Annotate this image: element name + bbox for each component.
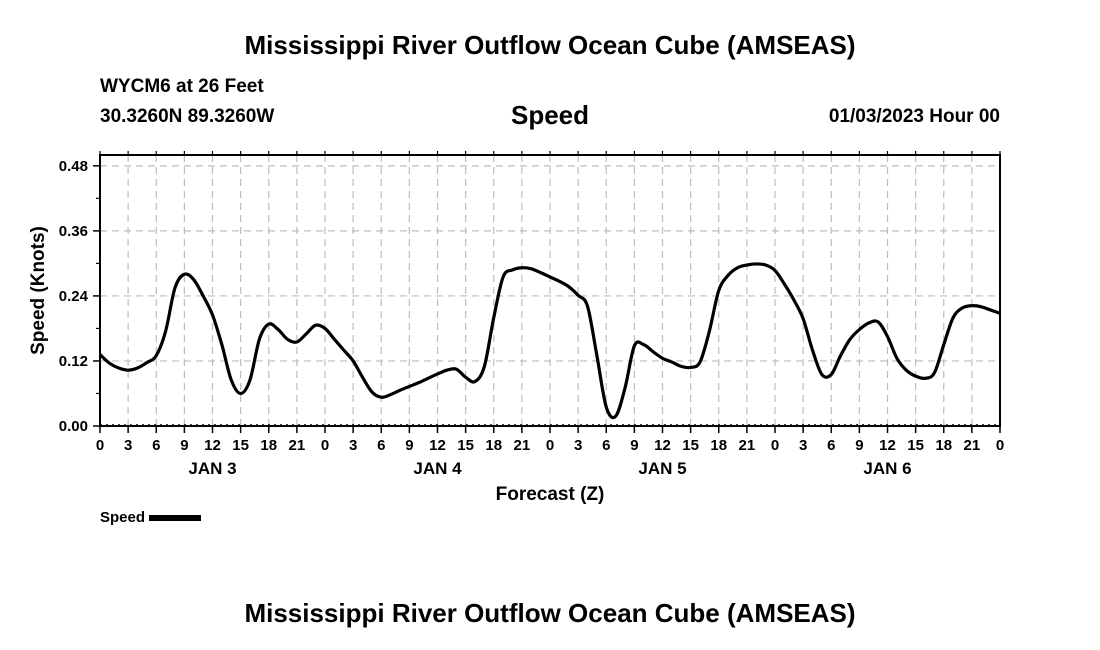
variable-title: Speed xyxy=(510,100,590,130)
x-tick-label: 15 xyxy=(682,437,699,454)
legend: Speed xyxy=(100,509,202,526)
x-tick-label: 6 xyxy=(827,437,835,454)
footer-title: Mississippi River Outflow Ocean Cube (AM… xyxy=(244,598,856,628)
speed-series-line xyxy=(98,262,1001,420)
x-tick-label: 9 xyxy=(180,437,188,454)
axis-ticks xyxy=(93,151,1001,433)
x-tick-label: 15 xyxy=(232,437,249,454)
tick-labels: 0 3 6 9 12 15 18 21 0 3 6 9 12 15 18 21 0 3 6 9 12 15 18 21 0 3 6 9… xyxy=(59,158,1004,478)
page-title: Mississippi River Outflow Ocean Cube (AM… xyxy=(244,30,856,60)
x-tick-label: 18 xyxy=(935,437,952,454)
x-tick-label: 21 xyxy=(514,437,531,454)
plot-frame xyxy=(99,154,1001,427)
x-tick-label: 6 xyxy=(377,437,385,454)
x-tick-label: 0 xyxy=(996,437,1004,454)
x-tick-label: 0 xyxy=(771,437,779,454)
x-tick-label: 0 xyxy=(321,437,329,454)
x-tick-label: 21 xyxy=(289,437,306,454)
x-tick-label: 9 xyxy=(405,437,413,454)
x-tick-label: 0 xyxy=(96,437,104,454)
x-tick-label: 18 xyxy=(260,437,277,454)
station-label: WYCM6 at 26 Feet xyxy=(100,76,264,97)
x-tick-label: 3 xyxy=(124,437,132,454)
y-axis-title: Speed (Knots) xyxy=(28,226,49,355)
x-tick-label: 15 xyxy=(457,437,474,454)
forecast-datetime: 01/03/2023 Hour 00 xyxy=(828,106,1000,127)
x-tick-label: 12 xyxy=(204,437,221,454)
x-tick-label: 21 xyxy=(964,437,981,454)
y-tick-label: 0.36 xyxy=(59,223,88,240)
day-label: JAN 4 xyxy=(413,459,462,478)
x-tick-label: 9 xyxy=(630,437,638,454)
x-tick-label: 6 xyxy=(152,437,160,454)
x-tick-label: 12 xyxy=(879,437,896,454)
x-tick-label: 3 xyxy=(574,437,582,454)
y-tick-label: 0.24 xyxy=(59,288,89,305)
x-axis-title: Forecast (Z) xyxy=(496,484,605,505)
day-label: JAN 3 xyxy=(188,459,236,478)
day-label: JAN 6 xyxy=(863,459,911,478)
x-tick-label: 0 xyxy=(546,437,554,454)
y-tick-label: 0.12 xyxy=(59,353,88,370)
x-tick-label: 12 xyxy=(654,437,671,454)
x-tick-label: 6 xyxy=(602,437,610,454)
x-tick-label: 15 xyxy=(907,437,924,454)
x-tick-label: 3 xyxy=(799,437,807,454)
x-tick-label: 18 xyxy=(485,437,502,454)
series-layer xyxy=(98,262,1001,420)
coordinates-label: 30.3260N 89.3260W xyxy=(100,106,275,127)
legend-label: Speed xyxy=(100,509,146,526)
x-tick-label: 9 xyxy=(855,437,863,454)
legend-swatch xyxy=(149,514,202,521)
y-tick-label: 0.48 xyxy=(59,158,88,175)
x-tick-label: 18 xyxy=(710,437,727,454)
x-tick-label: 21 xyxy=(739,437,756,454)
x-tick-label: 12 xyxy=(429,437,446,454)
x-tick-label: 3 xyxy=(349,437,357,454)
y-tick-label: 0.00 xyxy=(59,418,88,435)
day-label: JAN 5 xyxy=(638,459,686,478)
